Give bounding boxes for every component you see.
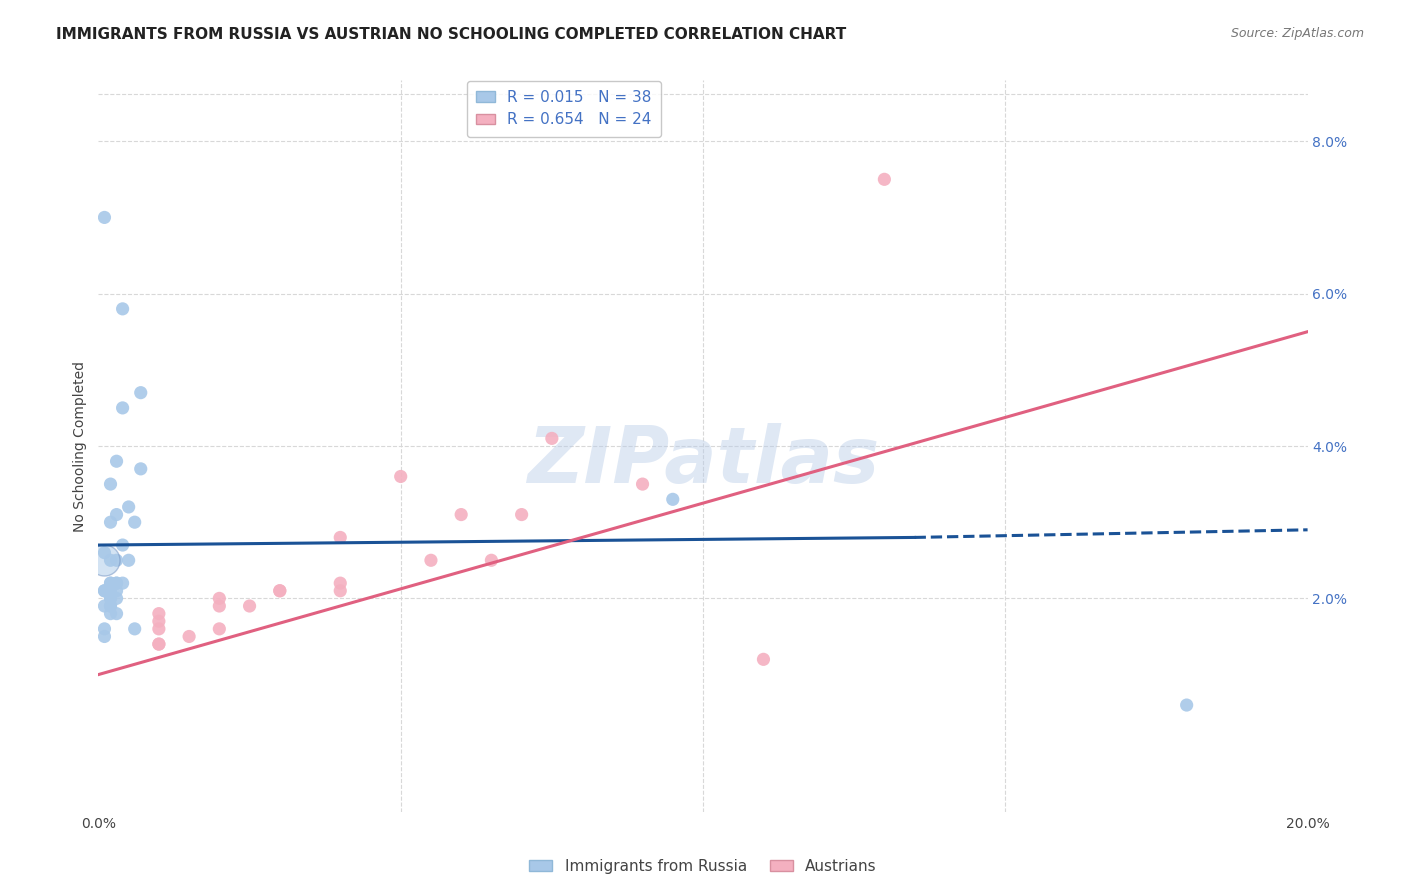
Point	[105, 591, 128, 606]
Text: ZIPatlas: ZIPatlas	[527, 423, 879, 499]
Point	[752, 652, 775, 666]
Point	[124, 515, 146, 529]
Text: Source: ZipAtlas.com: Source: ZipAtlas.com	[1230, 27, 1364, 40]
Point	[148, 607, 170, 621]
Point	[389, 469, 412, 483]
Point	[118, 553, 141, 567]
Point	[93, 583, 115, 598]
Point	[239, 599, 262, 613]
Point	[450, 508, 472, 522]
Point	[100, 591, 122, 606]
Point	[111, 538, 134, 552]
Point	[100, 553, 122, 567]
Legend: R = 0.015   N = 38, R = 0.654   N = 24: R = 0.015 N = 38, R = 0.654 N = 24	[467, 80, 661, 136]
Point	[93, 553, 115, 567]
Point	[100, 515, 122, 529]
Point	[105, 576, 128, 591]
Text: IMMIGRANTS FROM RUSSIA VS AUSTRIAN NO SCHOOLING COMPLETED CORRELATION CHART: IMMIGRANTS FROM RUSSIA VS AUSTRIAN NO SC…	[56, 27, 846, 42]
Point	[100, 576, 122, 591]
Legend: Immigrants from Russia, Austrians: Immigrants from Russia, Austrians	[523, 853, 883, 880]
Point	[93, 546, 115, 560]
Point	[269, 583, 291, 598]
Point	[93, 622, 115, 636]
Point	[269, 583, 291, 598]
Point	[105, 454, 128, 468]
Point	[510, 508, 533, 522]
Point	[208, 622, 231, 636]
Point	[124, 622, 146, 636]
Point	[329, 530, 352, 544]
Point	[93, 583, 115, 598]
Point	[100, 583, 122, 598]
Point	[118, 500, 141, 514]
Point	[105, 607, 128, 621]
Point	[105, 576, 128, 591]
Point	[179, 630, 201, 644]
Point	[148, 637, 170, 651]
Point	[100, 477, 122, 491]
Point	[329, 576, 352, 591]
Point	[148, 637, 170, 651]
Point	[105, 553, 128, 567]
Point	[208, 591, 231, 606]
Point	[420, 553, 443, 567]
Point	[481, 553, 503, 567]
Point	[631, 477, 654, 491]
Point	[148, 622, 170, 636]
Point	[111, 301, 134, 316]
Point	[129, 462, 152, 476]
Point	[208, 599, 231, 613]
Point	[129, 385, 152, 400]
Point	[111, 576, 134, 591]
Point	[148, 614, 170, 628]
Point	[100, 607, 122, 621]
Point	[105, 508, 128, 522]
Y-axis label: No Schooling Completed: No Schooling Completed	[73, 360, 87, 532]
Point	[93, 630, 115, 644]
Point	[93, 211, 115, 225]
Point	[873, 172, 896, 186]
Point	[329, 583, 352, 598]
Point	[111, 401, 134, 415]
Point	[100, 591, 122, 606]
Point	[93, 599, 115, 613]
Point	[540, 431, 562, 445]
Point	[1175, 698, 1198, 712]
Point	[100, 599, 122, 613]
Point	[100, 576, 122, 591]
Point	[100, 599, 122, 613]
Point	[661, 492, 683, 507]
Point	[105, 583, 128, 598]
